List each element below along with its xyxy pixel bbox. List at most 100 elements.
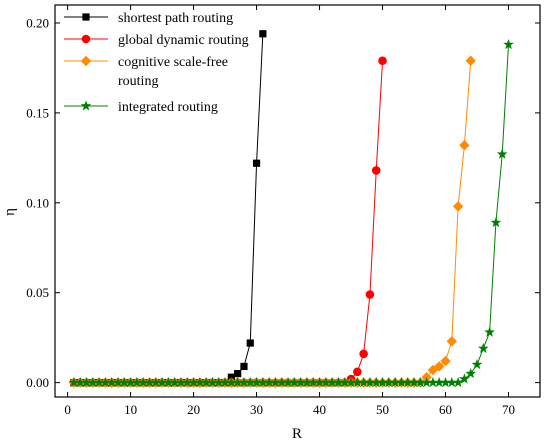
legend-label: integrated routing [118,100,218,115]
y-tick-label: 0.05 [26,285,49,300]
data-point [452,201,464,212]
series-layer [68,30,514,388]
data-point [383,377,395,388]
data-point [118,377,130,388]
data-point [359,349,368,359]
data-point [490,216,502,228]
data-point [378,56,387,66]
data-point [314,377,325,388]
data-point [144,377,155,388]
data-point [263,377,275,388]
legend-label: routing [118,74,158,89]
x-tick-label: 60 [439,402,452,417]
data-point [251,377,262,388]
data-point [465,55,476,66]
legend-label: cognitive scale-free [118,55,228,70]
data-point [477,342,489,353]
data-point [234,370,242,378]
data-point [484,326,495,337]
data-point [352,377,363,388]
data-point [433,377,445,388]
data-point [87,377,99,388]
data-point [74,377,86,388]
data-point [232,377,243,388]
legend-label: shortest path routing [118,11,233,26]
data-point [471,359,483,370]
data-point [446,336,458,347]
legend-marker [80,100,92,111]
data-point [396,377,407,388]
x-tick-label: 50 [376,402,389,417]
series-1 [70,30,267,387]
x-tick-label: 0 [64,402,71,417]
legend-item: global dynamic routing [64,33,249,48]
data-point [181,377,193,388]
data-point [345,377,357,388]
legend-label: global dynamic routing [118,33,249,48]
y-axis-title: η [2,208,18,216]
legend-item: cognitive scale-free routing [64,55,228,89]
x-tick-label: 70 [502,402,515,417]
data-point [339,377,351,388]
data-point [150,377,162,388]
x-axis-title: R [292,426,302,442]
data-point [440,377,451,388]
data-point [125,377,136,388]
data-point [434,361,445,372]
y-tick-label: 0.10 [26,195,49,210]
data-point [353,367,362,377]
data-point [496,148,508,159]
series-line [73,33,264,384]
x-tick-label: 40 [313,402,326,417]
data-point [252,159,261,167]
legend-marker [81,34,91,44]
data-point [219,377,231,388]
data-point [446,377,458,388]
data-point [421,377,432,388]
data-point [452,377,464,388]
data-point [137,377,149,388]
data-point [81,377,92,388]
data-point [270,377,281,388]
data-point [169,377,180,388]
data-point [370,377,382,388]
data-point [194,377,206,388]
series-line [73,44,510,384]
series-4 [68,38,514,388]
y-tick-label: 0.15 [26,105,49,120]
data-point [301,377,313,388]
x-tick-label: 20 [187,402,200,417]
data-point [459,140,470,151]
data-point [226,377,237,388]
data-point [244,377,256,388]
data-point [320,377,332,388]
x-tick-label: 10 [124,402,137,417]
data-point [238,377,250,388]
y-tick-label: 0.00 [26,375,49,390]
plot-frame [54,4,541,398]
axis-ticks: 0 10 20 30 40 50 60 70 0.00 0.05 0.10 0.15 0.20 [26,5,540,417]
data-point [365,290,375,299]
data-point [188,377,199,388]
legend-marker [82,13,90,21]
data-point [371,166,381,175]
data-point [415,377,426,388]
data-point [358,377,369,388]
data-point [465,368,477,379]
data-point [307,377,319,388]
data-point [259,30,267,38]
data-point [295,377,306,388]
data-point [131,377,143,388]
y-tick-label: 0.20 [26,15,49,30]
data-point [402,377,414,388]
data-point [106,377,118,388]
data-point [257,377,269,388]
data-point [408,377,420,388]
data-point [282,377,294,388]
data-point [213,377,225,388]
data-point [246,339,254,347]
data-point [207,377,218,388]
data-point [200,377,212,388]
data-point [68,377,80,388]
